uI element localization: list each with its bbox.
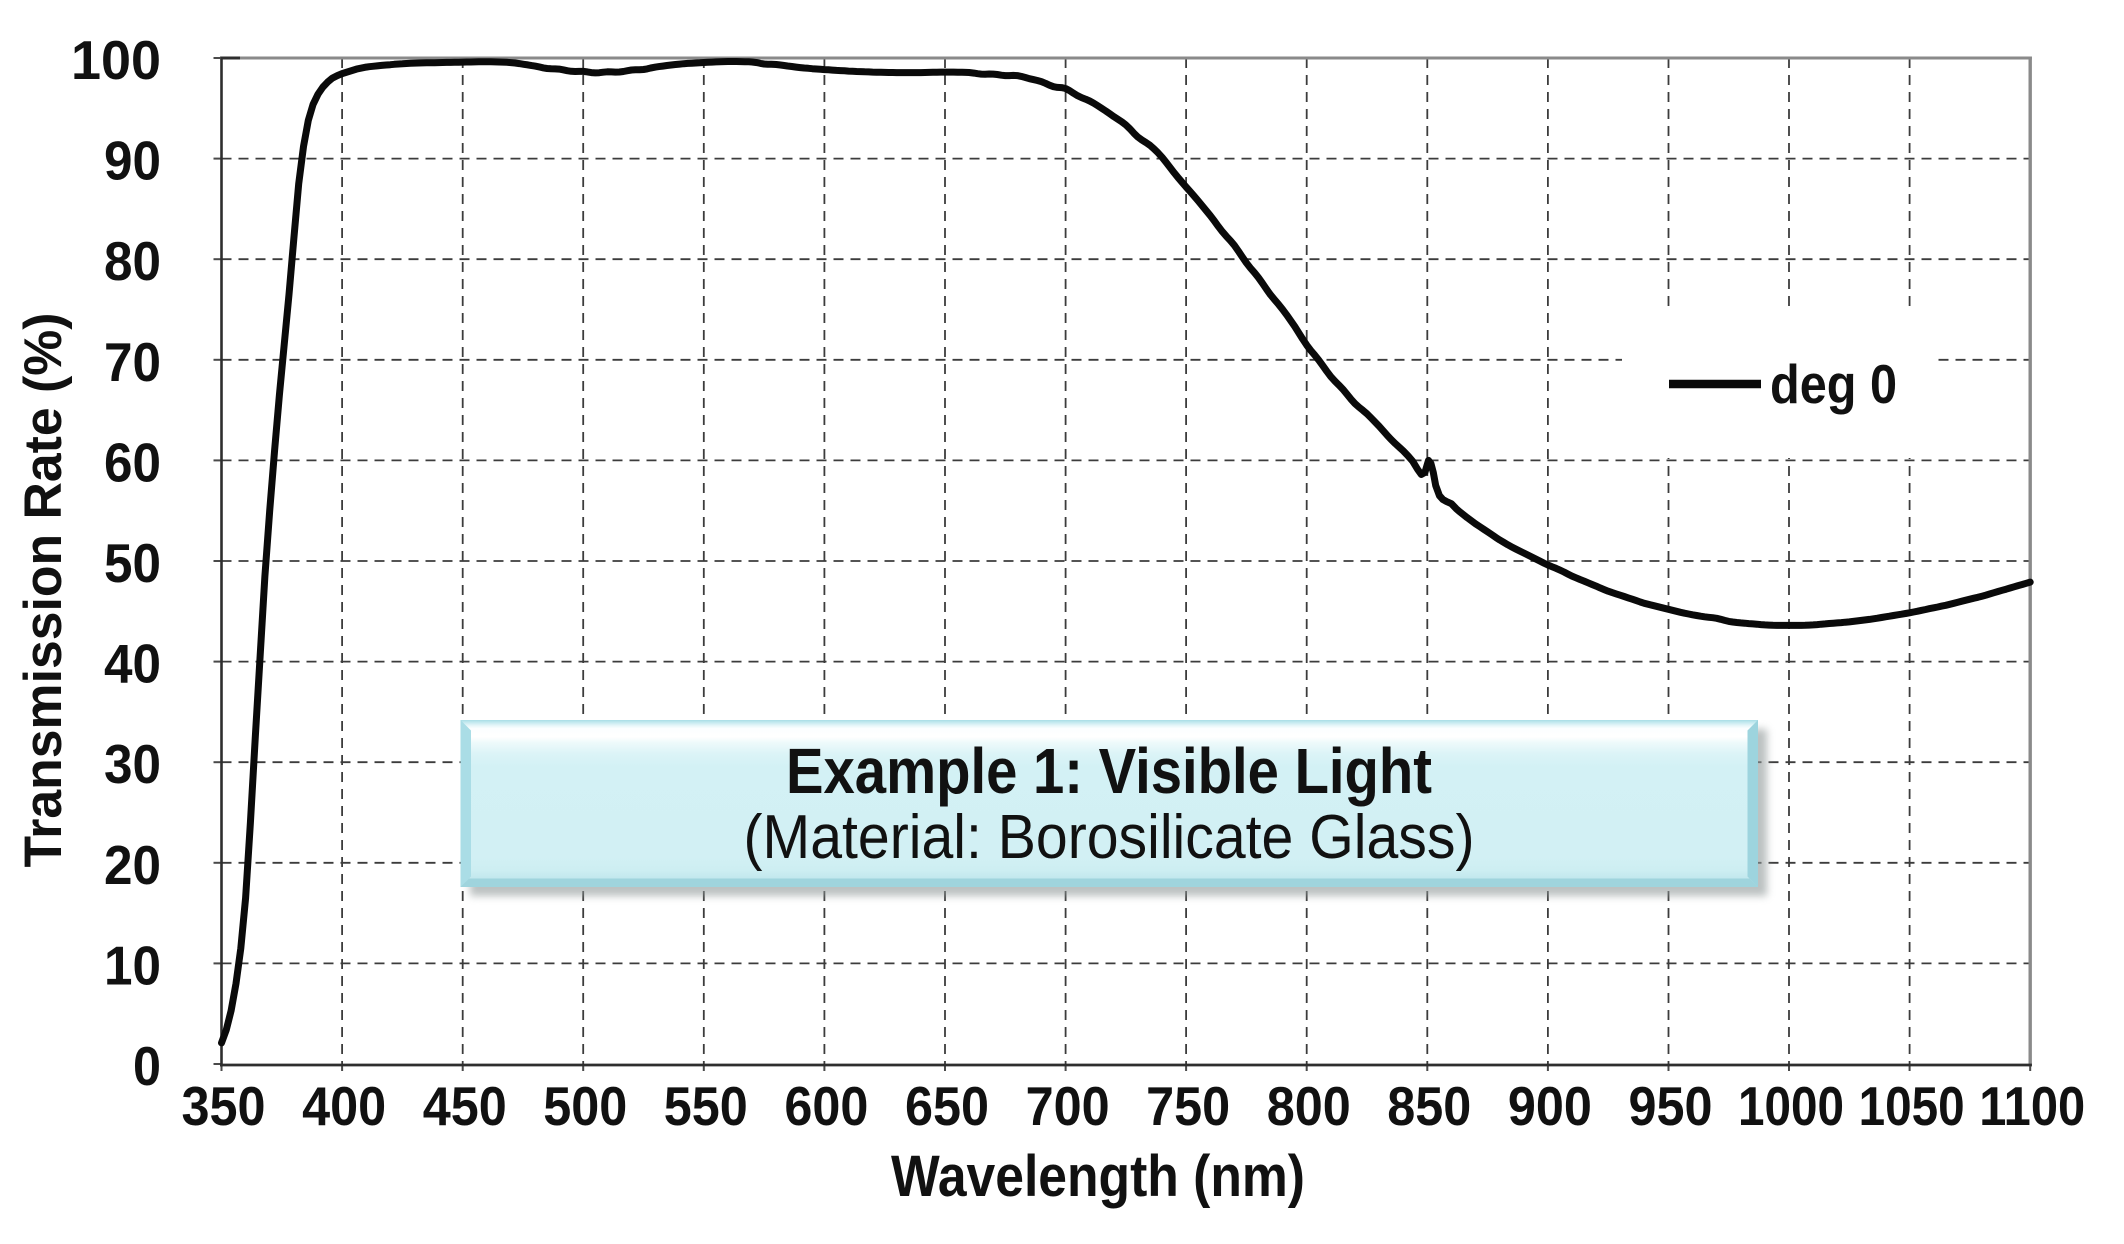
svg-text:90: 90 (104, 130, 161, 192)
svg-text:850: 850 (1387, 1075, 1471, 1137)
svg-text:50: 50 (104, 532, 161, 594)
svg-text:Transmission Rate (%): Transmission Rate (%) (14, 313, 73, 868)
svg-text:Wavelength (nm): Wavelength (nm) (891, 1144, 1305, 1209)
svg-text:60: 60 (104, 431, 161, 493)
svg-text:0: 0 (133, 1035, 161, 1097)
svg-text:(Material: Borosilicate Glass): (Material: Borosilicate Glass) (744, 803, 1475, 872)
svg-text:800: 800 (1267, 1075, 1351, 1137)
svg-text:650: 650 (905, 1075, 989, 1137)
svg-text:750: 750 (1146, 1075, 1230, 1137)
svg-text:30: 30 (104, 733, 161, 795)
svg-text:950: 950 (1629, 1075, 1713, 1137)
svg-text:1050: 1050 (1859, 1075, 1965, 1137)
svg-text:1000: 1000 (1738, 1075, 1844, 1137)
svg-text:600: 600 (784, 1075, 868, 1137)
svg-text:500: 500 (543, 1075, 627, 1137)
svg-text:20: 20 (104, 834, 161, 896)
svg-text:450: 450 (423, 1075, 507, 1137)
svg-text:80: 80 (104, 230, 161, 292)
svg-text:550: 550 (664, 1075, 748, 1137)
svg-text:40: 40 (104, 633, 161, 695)
svg-text:100: 100 (71, 29, 161, 91)
svg-text:350: 350 (182, 1075, 266, 1137)
svg-text:700: 700 (1026, 1075, 1110, 1137)
svg-text:70: 70 (104, 331, 161, 393)
svg-text:Example 1: Visible Light: Example 1: Visible Light (786, 735, 1432, 807)
svg-text:900: 900 (1508, 1075, 1592, 1137)
svg-text:10: 10 (104, 934, 161, 996)
svg-text:deg 0: deg 0 (1770, 353, 1897, 415)
svg-text:400: 400 (302, 1075, 386, 1137)
svg-text:1100: 1100 (1979, 1075, 2085, 1137)
